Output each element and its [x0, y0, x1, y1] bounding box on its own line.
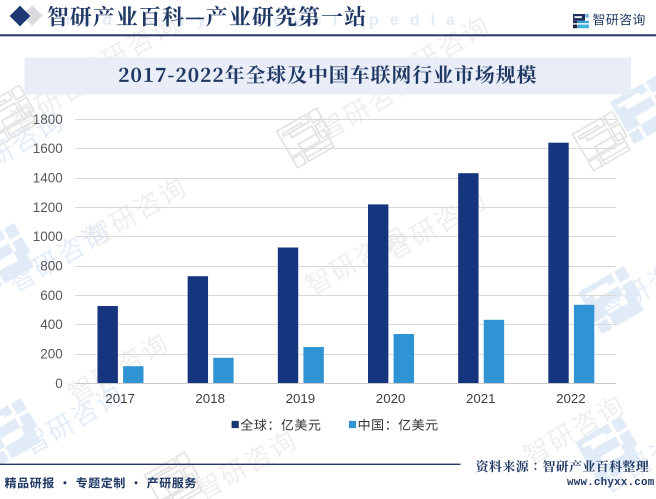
svg-text:2017: 2017 — [105, 391, 135, 406]
svg-text:2018: 2018 — [195, 391, 225, 406]
svg-text:2022: 2022 — [556, 391, 586, 406]
svg-text:2019: 2019 — [286, 391, 316, 406]
svg-text:1400: 1400 — [33, 170, 63, 185]
svg-text:1000: 1000 — [33, 229, 63, 244]
svg-text:2021: 2021 — [466, 391, 496, 406]
svg-text:200: 200 — [40, 346, 63, 361]
svg-text:1600: 1600 — [33, 141, 63, 156]
svg-text:1200: 1200 — [33, 200, 63, 215]
svg-text:600: 600 — [40, 288, 63, 303]
svg-text:2020: 2020 — [376, 391, 406, 406]
svg-text:0: 0 — [55, 376, 63, 391]
svg-text:400: 400 — [40, 317, 63, 332]
svg-text:800: 800 — [40, 258, 63, 273]
svg-text:www.chyxx.com: www.chyxx.com — [567, 477, 655, 489]
svg-text:1800: 1800 — [33, 112, 63, 127]
svg-text:industry encyclopedia: industry encyclopedia — [66, 12, 466, 29]
